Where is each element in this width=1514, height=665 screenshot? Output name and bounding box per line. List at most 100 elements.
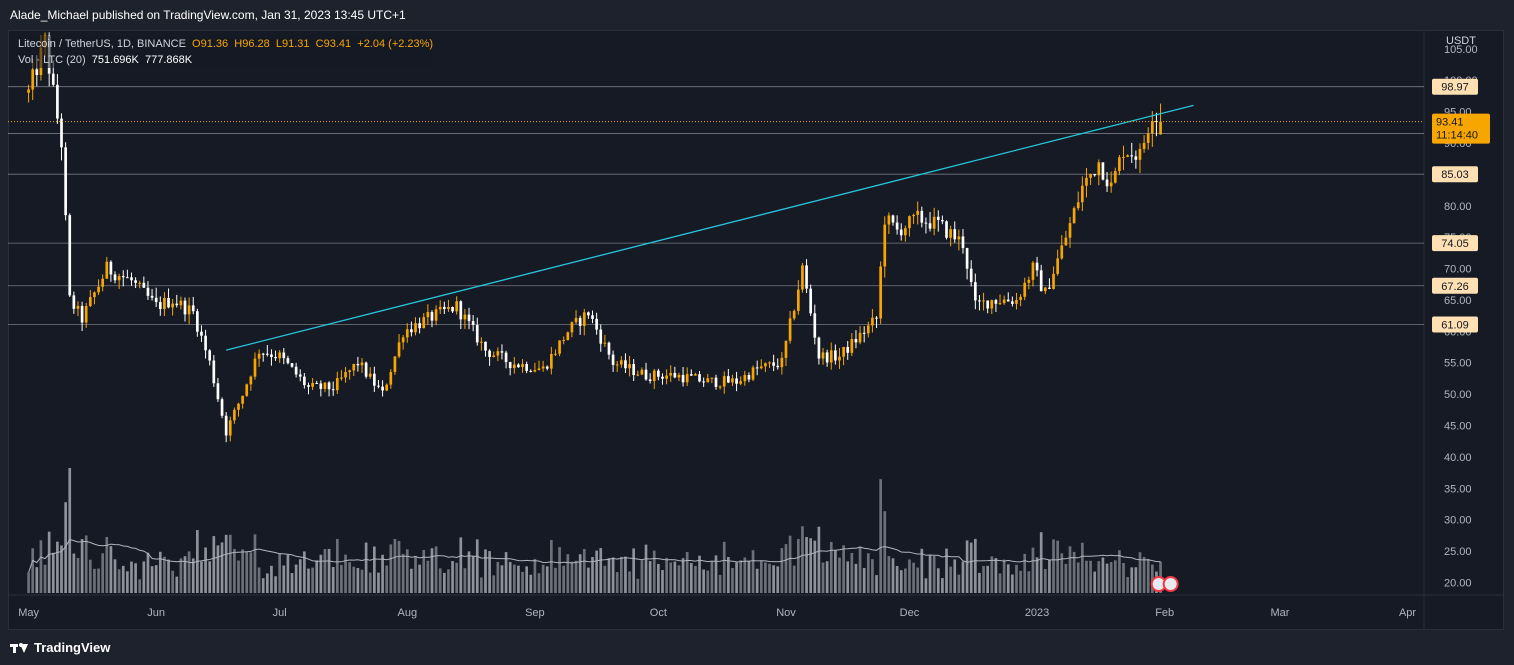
volume-bar bbox=[640, 560, 644, 593]
candle-body bbox=[154, 297, 158, 303]
candle-body bbox=[875, 317, 878, 319]
y-tick-label: 45.00 bbox=[1444, 421, 1472, 433]
volume-bar bbox=[784, 544, 788, 593]
candle-body bbox=[920, 210, 924, 223]
candle-body bbox=[208, 350, 212, 361]
volume-ma-line bbox=[28, 538, 1161, 573]
volume-bar bbox=[286, 554, 290, 593]
price-chart[interactable]: USDT 20.00 25.00 30.00 35.00 40.00 45.00 50.00 5… bbox=[8, 30, 1504, 630]
candle-body bbox=[825, 352, 829, 363]
y-tick-label: 35.00 bbox=[1444, 483, 1472, 495]
volume-ma-value: 777.868K bbox=[145, 54, 193, 66]
volume-bar bbox=[51, 552, 55, 593]
symbol-label[interactable]: Litecoin / TetherUS, 1D, BINANCE bbox=[18, 38, 186, 50]
volume-label[interactable]: Vol · LTC (20) bbox=[18, 54, 86, 66]
tradingview-logo[interactable]: TradingView bbox=[10, 640, 110, 655]
candle-body bbox=[68, 215, 72, 296]
volume-bar bbox=[438, 568, 442, 593]
volume-bar bbox=[986, 565, 990, 593]
volume-bar bbox=[599, 548, 603, 593]
price-unit-label: USDT bbox=[1446, 35, 1476, 47]
volume-bar bbox=[615, 572, 619, 593]
volume-bar bbox=[117, 569, 121, 593]
top-bar: Alade_Michael published on TradingView.c… bbox=[0, 0, 1514, 30]
volume-bar bbox=[47, 531, 51, 593]
volume-bar bbox=[1105, 563, 1109, 593]
candle-body bbox=[990, 300, 994, 309]
candle-body bbox=[459, 301, 463, 320]
volume-bar bbox=[912, 562, 915, 593]
candle-body bbox=[1002, 299, 1006, 304]
volume-bar bbox=[64, 502, 67, 593]
candle-body bbox=[891, 215, 895, 223]
volume-bar bbox=[871, 559, 874, 593]
candle-body bbox=[768, 362, 771, 364]
candle-body bbox=[488, 350, 491, 357]
volume-bar bbox=[714, 555, 718, 593]
volume-bar bbox=[813, 540, 817, 593]
volume-bar bbox=[595, 550, 598, 593]
candle-body bbox=[200, 331, 203, 336]
volume-bar bbox=[126, 571, 129, 593]
volume-bar bbox=[405, 549, 409, 593]
volume-bar bbox=[158, 551, 162, 593]
volume-bar bbox=[167, 559, 170, 593]
candle-body bbox=[212, 360, 216, 384]
candle-body bbox=[648, 379, 652, 382]
candle-body bbox=[879, 266, 882, 319]
candle-body bbox=[677, 374, 681, 378]
volume-bar bbox=[27, 572, 30, 593]
candle-body bbox=[179, 300, 183, 306]
candle-body bbox=[253, 358, 257, 377]
candle-body bbox=[344, 371, 347, 378]
volume-bar bbox=[920, 548, 924, 593]
volume-bar bbox=[891, 558, 895, 593]
volume-bar bbox=[718, 574, 722, 593]
change-value: +2.04 (+2.23%) bbox=[357, 38, 434, 50]
candle-body bbox=[681, 374, 685, 383]
candle-body bbox=[969, 268, 973, 283]
volume-bar bbox=[792, 565, 796, 593]
volume-bar bbox=[908, 559, 911, 593]
volume-bar bbox=[953, 559, 957, 593]
volume-bar bbox=[574, 560, 578, 593]
volume-bar bbox=[965, 540, 969, 593]
candle-body bbox=[866, 325, 870, 334]
volume-bar bbox=[677, 565, 681, 593]
tradingview-brand-text: TradingView bbox=[34, 640, 111, 655]
candle-body bbox=[727, 376, 730, 383]
volume-bar bbox=[377, 572, 380, 593]
candle-body bbox=[685, 374, 689, 383]
candle-body bbox=[331, 389, 335, 391]
volume-bar bbox=[731, 567, 734, 593]
candle-body bbox=[1011, 301, 1014, 304]
candle-body bbox=[862, 332, 866, 334]
volume-bar bbox=[150, 566, 154, 593]
volume-bar bbox=[1142, 556, 1146, 593]
candle-body bbox=[953, 229, 957, 240]
candle-body bbox=[1035, 262, 1039, 271]
chart-frame[interactable] bbox=[8, 30, 1504, 630]
candle-body bbox=[702, 381, 705, 383]
volume-bar bbox=[1122, 562, 1125, 593]
candle-body bbox=[529, 370, 533, 372]
candle-body bbox=[323, 382, 327, 389]
candle-body bbox=[1097, 162, 1101, 176]
volume-bar bbox=[1027, 571, 1031, 593]
volume-bar bbox=[298, 559, 302, 593]
candle-body bbox=[204, 335, 207, 351]
candle-body bbox=[265, 353, 269, 355]
volume-bar bbox=[1146, 558, 1150, 593]
volume-bar bbox=[1019, 570, 1022, 593]
candle-body bbox=[422, 317, 426, 329]
candle-body bbox=[278, 352, 282, 359]
candle-body bbox=[101, 278, 105, 287]
candle-body bbox=[829, 350, 833, 363]
volume-bar bbox=[88, 559, 92, 593]
candle-body bbox=[1093, 174, 1097, 176]
volume-bar bbox=[537, 573, 541, 593]
close-value: C93.41 bbox=[315, 38, 352, 50]
volume-bar bbox=[134, 563, 137, 593]
candle-body bbox=[570, 322, 574, 333]
candle-body bbox=[591, 315, 594, 319]
